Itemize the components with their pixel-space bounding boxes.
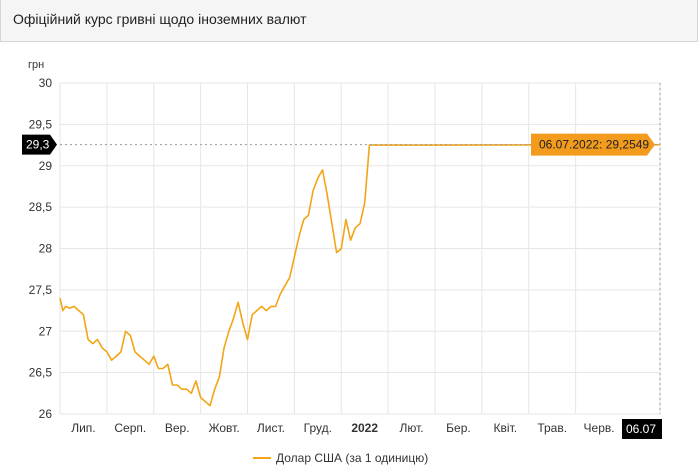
x-tick-label: Лист. bbox=[257, 421, 285, 435]
legend[interactable]: Долар США (за 1 одиницю) bbox=[253, 451, 428, 465]
page-title: Офіційний курс гривні щодо іноземних вал… bbox=[13, 11, 307, 27]
x-value-marker: 06.07 bbox=[622, 419, 662, 439]
y-tick-label: 30 bbox=[39, 76, 53, 90]
tooltip-callout: 06.07.2022: 29,2549 bbox=[531, 133, 655, 156]
x-value-marker-text: 06.07 bbox=[626, 422, 656, 436]
y-tick-label: 27 bbox=[39, 324, 53, 338]
y-tick-label: 27,5 bbox=[29, 283, 53, 297]
chart-header: Офіційний курс гривні щодо іноземних вал… bbox=[0, 0, 698, 42]
y-value-marker: 29,3 bbox=[22, 134, 57, 155]
exchange-rate-chart: 30 29,5 29 28,5 28 27,5 27 26,5 26 Лип. Серп. Вер.… bbox=[22, 59, 662, 465]
y-value-marker-text: 29,3 bbox=[26, 138, 50, 152]
x-tick-label: Лют. bbox=[400, 421, 424, 435]
tooltip-box bbox=[531, 133, 655, 156]
x-tick-label: Вер. bbox=[165, 421, 190, 435]
x-tick-label: Трав. bbox=[537, 421, 567, 435]
tooltip-text: 06.07.2022: 29,2549 bbox=[539, 138, 649, 152]
x-tick-label: Бер. bbox=[446, 421, 471, 435]
y-tick-label: 26,5 bbox=[29, 366, 53, 380]
y-value-marker-box bbox=[22, 134, 57, 155]
x-tick-label: Лип. bbox=[71, 421, 95, 435]
y-tick-label: 28 bbox=[39, 242, 53, 256]
x-tick-label: Жовт. bbox=[208, 421, 239, 435]
x-axis-ticks: Лип. Серп. Вер. Жовт. Лист. Груд. 2022 Лют. Бер.… bbox=[71, 421, 614, 435]
y-tick-label: 26 bbox=[39, 407, 53, 421]
x-tick-label: Серп. bbox=[114, 421, 146, 435]
y-axis-ticks: 30 29,5 29 28,5 28 27,5 27 26,5 26 bbox=[29, 76, 53, 421]
x-tick-label: Черв. bbox=[584, 421, 615, 435]
y-tick-label: 29,5 bbox=[29, 117, 53, 131]
x-value-marker-box bbox=[622, 419, 662, 439]
y-tick-label: 28,5 bbox=[29, 200, 53, 214]
x-tick-label: Груд. bbox=[304, 421, 332, 435]
x-tick-label: 2022 bbox=[351, 421, 378, 435]
y-axis-label: грн bbox=[28, 59, 44, 71]
legend-label: Долар США (за 1 одиницю) bbox=[276, 451, 428, 465]
x-tick-label: Квіт. bbox=[494, 421, 518, 435]
y-tick-label: 29 bbox=[39, 159, 53, 173]
